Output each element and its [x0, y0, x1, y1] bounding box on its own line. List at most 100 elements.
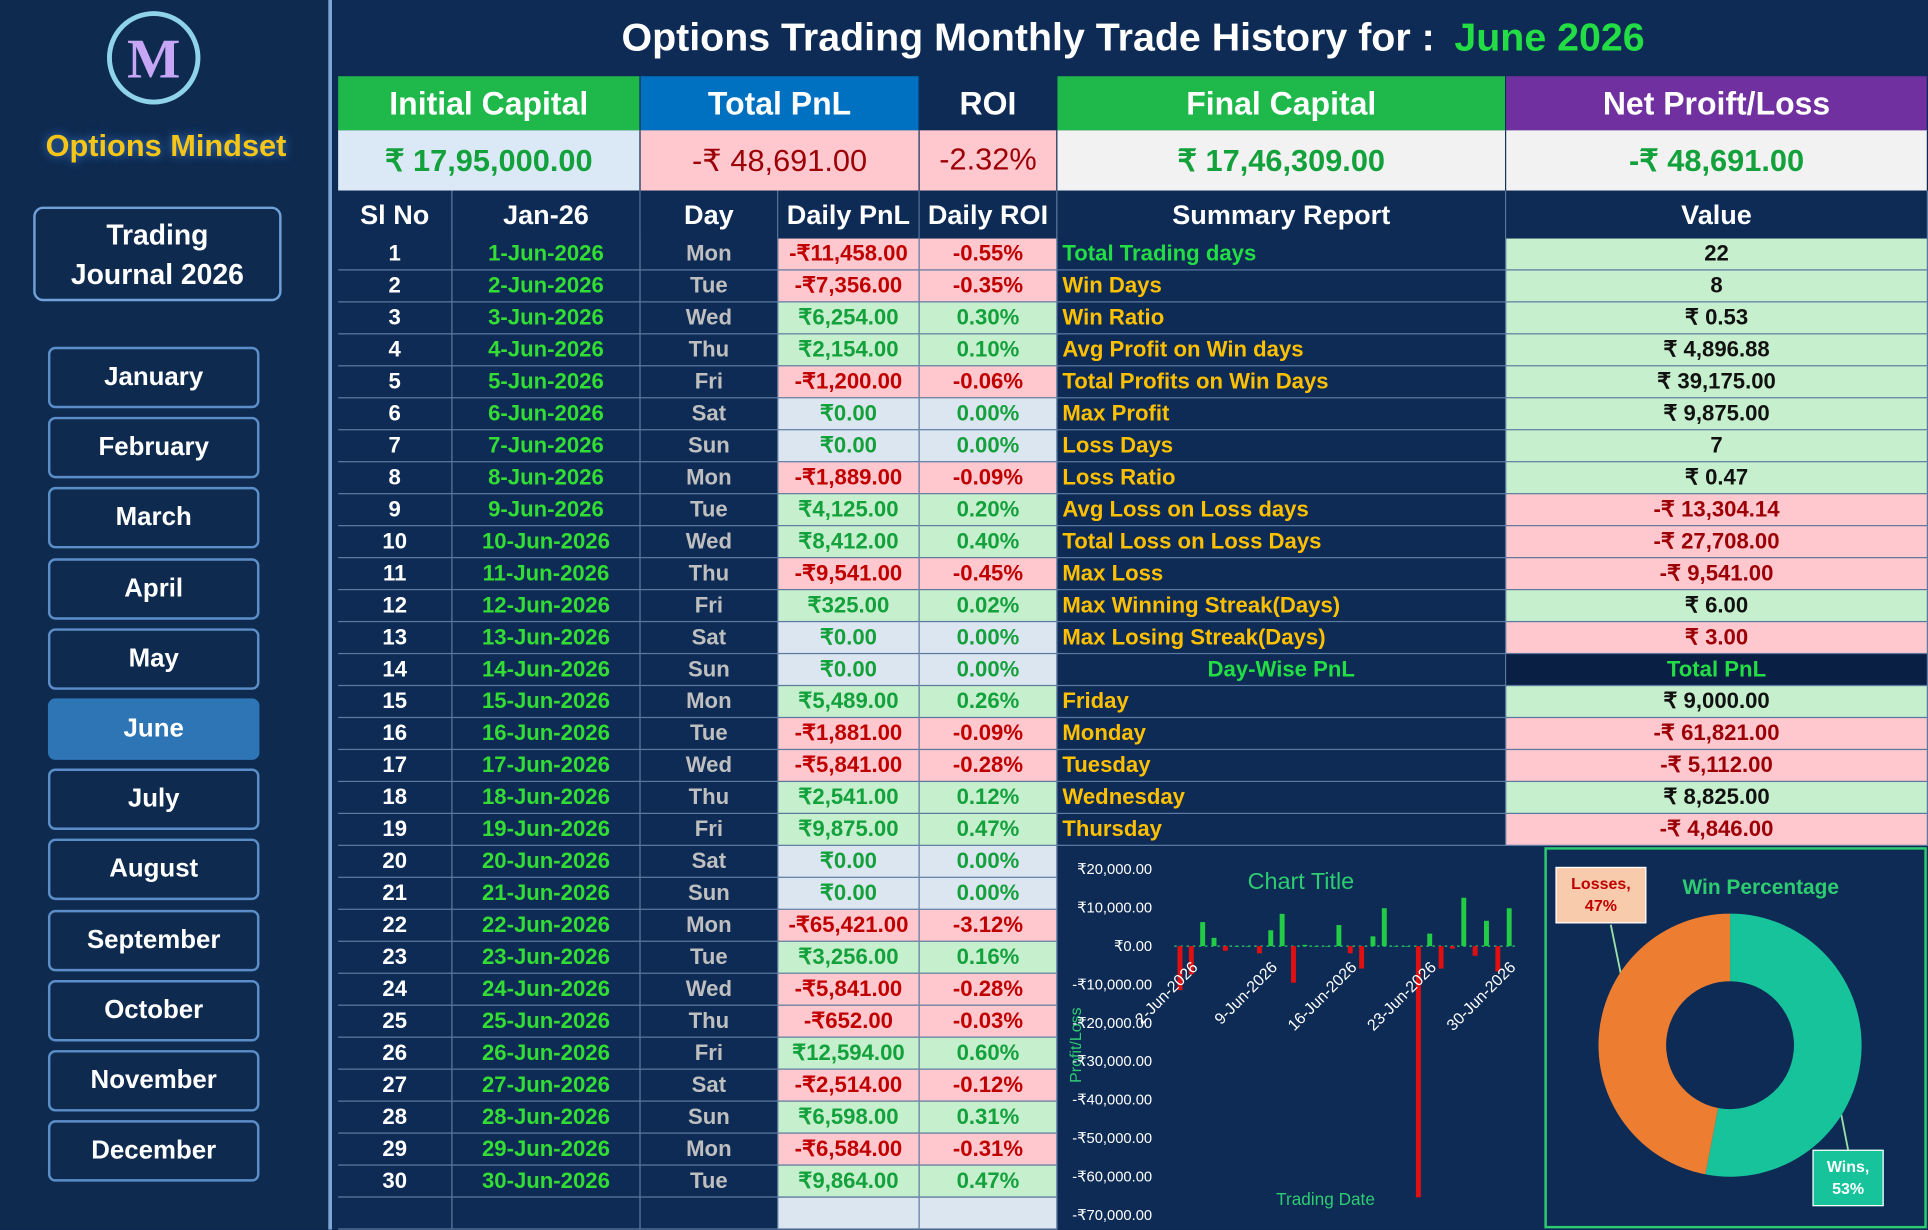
y-tick-label: -₹30,000.00 [1072, 1054, 1152, 1070]
y-tick-label: ₹0.00 [1114, 939, 1152, 955]
table-cell: ₹0.00 [778, 845, 920, 878]
summary-value: ₹ 0.47 [1506, 462, 1928, 495]
table-cell: 15-Jun-2026 [452, 686, 641, 719]
table-cell: 5 [338, 366, 453, 399]
table-cell: 16-Jun-2026 [452, 718, 641, 751]
table-cell: 25 [338, 1005, 453, 1038]
summary-value: -₹ 27,708.00 [1506, 526, 1928, 559]
bar [1381, 908, 1387, 947]
table-cell: 21 [338, 877, 453, 910]
table-cell: ₹4,125.00 [778, 494, 920, 527]
kpi-value: ₹ 17,95,000.00 [338, 130, 641, 191]
table-cell: 0.47% [919, 1165, 1058, 1198]
table-cell: 21-Jun-2026 [452, 877, 641, 910]
table-cell: -₹11,458.00 [778, 238, 920, 271]
daywise-value: -₹ 61,821.00 [1506, 718, 1928, 751]
table-cell: ₹9,875.00 [778, 813, 920, 846]
table-cell: 12 [338, 590, 453, 623]
table-cell: Wed [640, 750, 779, 783]
table-cell: Thu [640, 782, 779, 814]
table-cell: -₹7,356.00 [778, 270, 920, 303]
table-cell: 7-Jun-2026 [452, 430, 641, 463]
table-cell: 8 [338, 462, 453, 495]
table-cell: 0.26% [919, 686, 1058, 719]
table-cell: -0.35% [919, 270, 1058, 303]
table-cell: ₹2,541.00 [778, 782, 920, 814]
table-cell: 0.40% [919, 526, 1058, 559]
summary-value: ₹ 39,175.00 [1506, 366, 1928, 399]
table-cell: Tue [640, 270, 779, 303]
table-cell: 12-Jun-2026 [452, 590, 641, 623]
month-button[interactable]: August [47, 839, 260, 901]
month-button[interactable]: October [47, 979, 260, 1042]
y-tick-label: ₹10,000.00 [1077, 901, 1152, 917]
chart-title: Chart Title [1248, 868, 1354, 894]
table-header: Jan-26 [452, 190, 641, 239]
table-cell: 13 [338, 622, 453, 655]
month-button[interactable]: December [47, 1120, 260, 1182]
kpi-header: ROI [919, 76, 1058, 131]
table-cell: Fri [640, 813, 779, 846]
table-cell: Tue [640, 494, 779, 527]
bar [1415, 946, 1421, 1198]
month-button[interactable]: March [47, 487, 260, 549]
table-cell: 26 [338, 1037, 453, 1070]
table-cell: Sat [640, 1069, 779, 1102]
month-button[interactable]: January [47, 346, 260, 409]
kpi-header: Total PnL [640, 76, 920, 131]
table-cell: 23 [338, 941, 453, 974]
table-cell: Fri [640, 590, 779, 623]
table-cell: -₹1,881.00 [778, 718, 920, 751]
y-tick-label: -₹70,000.00 [1072, 1208, 1152, 1224]
kpi-value: ₹ 17,46,309.00 [1057, 130, 1507, 191]
summary-header: Value [1506, 190, 1928, 239]
table-cell: ₹3,256.00 [778, 941, 920, 974]
table-cell: 6-Jun-2026 [452, 398, 641, 431]
month-button[interactable]: September [47, 909, 260, 971]
month-button[interactable]: November [47, 1050, 260, 1112]
table-cell: Sun [640, 430, 779, 463]
table-cell: 0.20% [919, 494, 1058, 527]
brand: Options Mindset [45, 128, 287, 163]
journal-title: Trading Journal 2026 [33, 206, 282, 302]
month-button[interactable]: April [47, 557, 260, 620]
table-cell: ₹0.00 [778, 654, 920, 687]
bar [1336, 925, 1342, 947]
table-cell: ₹6,598.00 [778, 1101, 920, 1134]
table-cell: Mon [640, 238, 779, 271]
bar [1279, 913, 1285, 947]
blank-row [338, 1197, 1058, 1230]
table-cell: 14-Jun-2026 [452, 654, 641, 687]
donut-slice [1705, 913, 1862, 1177]
table-cell: Fri [640, 366, 779, 399]
summary-label: Max Profit [1057, 398, 1507, 431]
summary-value: 7 [1506, 430, 1928, 463]
month-button[interactable]: June [47, 698, 260, 760]
table-cell: -0.03% [919, 1005, 1058, 1038]
table-cell: -0.28% [919, 750, 1058, 783]
month-button[interactable]: July [47, 768, 260, 831]
table-cell: -₹9,541.00 [778, 558, 920, 591]
summary-label: Loss Days [1057, 430, 1507, 463]
summary-label: Avg Profit on Win days [1057, 334, 1507, 367]
table-cell: 18-Jun-2026 [452, 782, 641, 814]
bar [1438, 946, 1444, 969]
table-cell: Mon [640, 686, 779, 719]
donut-slice [1598, 913, 1731, 1175]
bar [1461, 897, 1467, 947]
table-cell: 5-Jun-2026 [452, 366, 641, 399]
table-cell: 1 [338, 238, 453, 271]
title-month: June 2026 [1454, 14, 1645, 59]
table-cell: 13-Jun-2026 [452, 622, 641, 655]
table-cell: ₹9,864.00 [778, 1165, 920, 1198]
month-button[interactable]: February [47, 417, 260, 479]
table-cell: -₹65,421.00 [778, 909, 920, 942]
bar [1313, 946, 1319, 947]
daywise-header: Total PnL [1506, 654, 1928, 687]
axis-title: Profit/Loss [1068, 1007, 1085, 1082]
table-cell: 8-Jun-2026 [452, 462, 641, 495]
month-button[interactable]: May [47, 628, 260, 690]
summary-label: Total Trading days [1057, 238, 1507, 271]
y-tick-label: -₹20,000.00 [1072, 1016, 1152, 1032]
table-cell: 3 [338, 302, 453, 335]
